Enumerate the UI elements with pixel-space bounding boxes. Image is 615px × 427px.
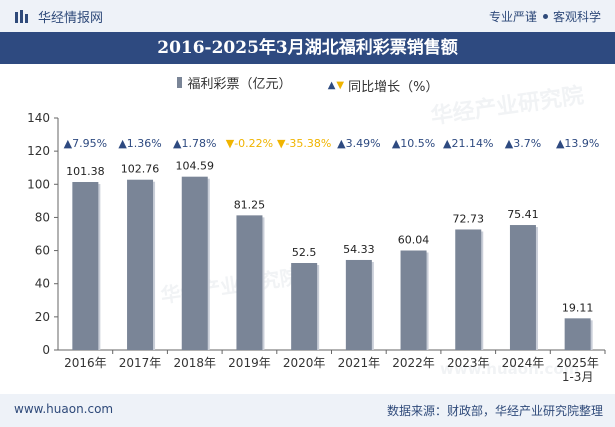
growth-label: ▼-35.38% [277,137,331,150]
y-tick-label: 100 [27,177,50,191]
x-tick-label: 2024年 [502,356,545,370]
growth-label: ▲1.78% [173,137,216,150]
bar-value-label: 52.5 [292,246,317,259]
footer: www.huaon.com 数据来源：财政部，华经产业研究院整理 [0,394,615,427]
legend-item-growth: ▲ ▼ 同比增长（%） [328,76,439,95]
x-tick-label: 2021年 [338,356,381,370]
bar [181,176,208,350]
slogan-right: 客观科学 [552,10,601,24]
legend-item-sales: 福利彩票（亿元） [176,73,292,92]
watermark-url: www.huaon.com [440,360,580,378]
growth-label: ▲21.14% [443,137,493,150]
y-tick-label: 80 [35,210,50,224]
brand-name: 华经情报网 [38,11,104,26]
growth-label: ▲1.36% [118,137,161,150]
triangle-down-icon: ▼ [336,80,345,91]
growth-label: ▲10.5% [392,137,435,150]
y-tick-label: 20 [35,310,50,324]
bar [236,215,263,350]
bar-value-label: 81.25 [234,198,266,211]
slogan-left: 专业严谨 [488,10,537,24]
triangle-up-icon: ▲ [327,80,336,91]
x-tick-label: 2025年 [556,356,599,370]
bar-chart: 0 20 40 60 80 100 120 140 101.38 ▲7.95% 2016年 102.7… [27,111,606,384]
data-source: 数据来源：财政部，华经产业研究院整理 [386,404,603,418]
growth-label: ▲13.9% [556,137,599,150]
bar-value-label: 102.76 [121,163,160,176]
growth-label: ▼-0.22% [226,137,273,150]
bar-value-label: 72.73 [453,212,485,225]
legend: 福利彩票（亿元） ▲ ▼ 同比增长（%） [0,73,615,95]
bar-value-label: 19.11 [562,301,594,314]
bar [564,318,591,350]
dot-icon [542,14,548,19]
bar [72,181,99,350]
bar-value-label: 60.04 [398,234,430,247]
bar [291,263,318,350]
legend-label-sales: 福利彩票（亿元） [187,77,292,92]
bar [509,225,536,350]
bar [345,259,372,350]
slogan: 专业严谨 客观科学 [489,8,601,25]
bar-value-label: 101.38 [66,165,105,178]
y-tick-label: 120 [27,144,50,158]
brand: 华经情报网 [14,7,103,26]
site-url: www.huaon.com [14,402,114,416]
top-bar: 华经情报网 专业严谨 客观科学 [0,0,615,32]
bar [127,179,154,350]
legend-label-growth: 同比增长（%） [348,80,439,95]
x-tick-label: 2020年 [283,356,326,370]
y-tick-label: 60 [35,244,50,258]
growth-label: ▲3.7% [505,137,541,150]
x-tick-label: 2016年 [64,356,107,370]
y-tick-label: 40 [35,277,50,291]
x-tick-label: 2023年 [447,356,490,370]
y-tick-label: 0 [42,343,50,357]
x-tick-label: 2019年 [228,356,271,370]
bar [400,250,427,350]
bar [455,229,482,350]
x-tick-label: 1-3月 [562,370,594,384]
x-tick-label: 2017年 [119,356,162,370]
growth-label: ▲7.95% [64,137,107,150]
legend-bar-swatch [176,77,182,88]
x-tick-label: 2022年 [392,356,435,370]
chart-title: 2016-2025年3月湖北福利彩票销售额 [157,38,458,58]
bar-value-label: 104.59 [176,160,215,173]
logo-icon [15,9,28,23]
growth-label: ▲3.49% [337,137,380,150]
bar-value-label: 54.33 [343,243,375,256]
bar-value-label: 75.41 [507,208,539,221]
title-bar: 2016-2025年3月湖北福利彩票销售额 [0,32,615,64]
y-tick-label: 140 [27,111,50,125]
x-tick-label: 2018年 [173,356,216,370]
